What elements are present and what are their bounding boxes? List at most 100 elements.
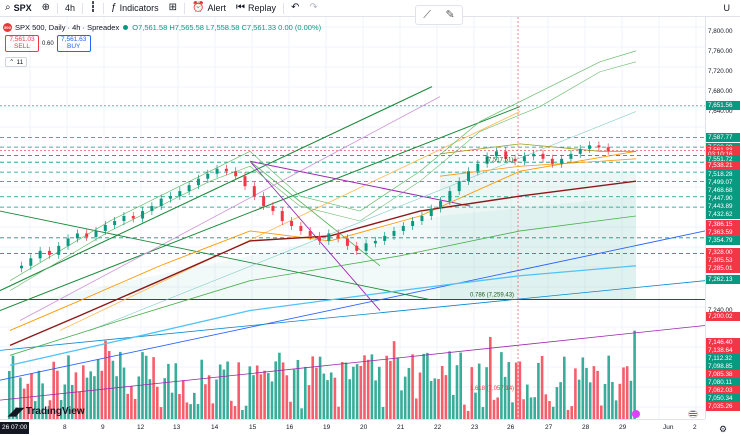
templates-button[interactable]: ⊞ xyxy=(164,0,182,17)
candle-body xyxy=(187,185,191,192)
symbol-search[interactable]: ⌕ SPX xyxy=(0,0,37,17)
volume-bar xyxy=(466,410,470,419)
alert-button[interactable]: ⏰ Alert xyxy=(187,0,231,17)
volume-bar xyxy=(263,370,266,419)
candle-body xyxy=(122,216,126,221)
price-axis-label: 7,800.00 xyxy=(708,27,733,35)
volume-bar xyxy=(355,364,359,419)
price-chart-canvas[interactable]: 0.786 (7,259.43) 1.618 (7,057.14) (7,517.5… xyxy=(0,17,705,419)
legend-ohlc: O7,561.58 H7,565.58 L7,558.58 C7,561.33 … xyxy=(132,22,322,32)
indicators-collapse-toggle[interactable]: ⌃ 11 xyxy=(5,57,28,67)
price-axis-label: 7,640.00 xyxy=(708,107,733,115)
candle-body xyxy=(513,158,517,162)
volume-bar xyxy=(437,379,440,419)
volume-bar xyxy=(514,362,518,419)
volume-bar xyxy=(452,394,455,419)
alert-label: Alert xyxy=(207,3,227,13)
price-level-tag: 7,363.59 xyxy=(706,228,740,238)
candle-body xyxy=(448,191,452,202)
candle-body xyxy=(206,173,210,179)
settings-gear-icon[interactable]: ⚙ xyxy=(719,424,728,434)
interval-button[interactable]: 4h xyxy=(60,0,80,17)
user-menu-button[interactable]: U xyxy=(723,3,731,13)
trend-line-icon[interactable]: ⟋ xyxy=(423,8,431,21)
volume-bar xyxy=(233,406,237,419)
time-axis-label: 14 xyxy=(211,424,219,431)
buy-price: 7,561.63 xyxy=(61,35,87,43)
spread-value: 0.60 xyxy=(42,40,54,47)
price-level-tag: 7,518.28 xyxy=(706,170,740,180)
undo-button[interactable]: ↶ xyxy=(286,0,304,17)
candle-body xyxy=(262,196,266,207)
sell-button[interactable]: 7,561.03 SELL xyxy=(5,35,39,52)
time-axis-label: Jun xyxy=(663,424,674,431)
candle-body xyxy=(401,225,405,231)
volume-bar xyxy=(111,360,115,419)
volume-bar xyxy=(322,373,326,419)
volume-bar xyxy=(315,367,318,419)
volume-bar xyxy=(485,367,488,419)
time-scale[interactable]: 26 07:00 8 9 12 13 14 15 16 19 20 21 22 23 26 27 28 29 J… xyxy=(0,419,705,436)
volume-bar xyxy=(237,362,240,419)
time-axis-label: 20 xyxy=(360,424,368,431)
us-flag-icon xyxy=(688,410,698,418)
replay-button[interactable]: ⏮ Replay xyxy=(231,0,281,17)
price-level-tag: 7,085.38 xyxy=(706,369,740,379)
volume-bar xyxy=(415,398,418,419)
volume-bar xyxy=(167,363,170,419)
price-level-tag: 7,447.90 xyxy=(706,194,740,204)
volume-bar xyxy=(333,377,337,419)
volume-bar xyxy=(104,340,107,419)
volume-bar xyxy=(281,362,285,419)
volume-bar xyxy=(585,367,588,419)
candle-body xyxy=(299,225,303,231)
candle-body xyxy=(308,230,312,236)
price-scale[interactable]: 7,800.00 7,760.00 7,720.00 7,680.00 7,640.00… xyxy=(705,17,740,419)
trade-panel: 7,561.03 SELL 0.60 7,561.63 BUY xyxy=(5,35,91,52)
volume-bar xyxy=(566,410,570,419)
volume-bar xyxy=(592,366,596,419)
volume-bar xyxy=(374,380,377,419)
toolbar-divider xyxy=(184,2,186,14)
candle-body xyxy=(327,233,331,241)
grid-icon: ⊞ xyxy=(168,2,178,13)
candle-body xyxy=(532,153,536,157)
candle-body xyxy=(355,245,359,251)
price-level-tag: 7,050.34 xyxy=(706,393,740,403)
indicators-button[interactable]: ƒ Indicators xyxy=(106,0,164,17)
candle-body xyxy=(159,198,163,207)
redo-button[interactable]: ↷ xyxy=(304,0,322,17)
volume-bar xyxy=(200,359,203,419)
volume-bar xyxy=(11,355,15,419)
volume-bar xyxy=(156,386,159,419)
candle-body xyxy=(169,196,172,199)
candle-body xyxy=(243,176,247,187)
price-level-tag: 7,305.53 xyxy=(706,255,740,265)
compare-button[interactable]: ⊕ xyxy=(37,0,55,17)
candle-body xyxy=(578,148,582,154)
candle-body xyxy=(494,151,498,157)
volume-bar xyxy=(270,381,274,419)
candle-body xyxy=(336,233,340,239)
volume-bar xyxy=(614,400,618,419)
toolbar-divider xyxy=(283,2,285,14)
time-axis-label: 26 xyxy=(507,424,515,431)
volume-bar xyxy=(348,379,351,419)
buy-button[interactable]: 7,561.63 BUY xyxy=(56,35,91,52)
candle-body xyxy=(504,151,508,159)
chart-type-button[interactable]: ┇ xyxy=(85,0,101,17)
brush-icon[interactable]: ✎ xyxy=(445,8,455,21)
volume-bar xyxy=(329,372,333,419)
volume-bar xyxy=(429,380,433,419)
indicator-count: 11 xyxy=(16,58,24,66)
lightning-icon[interactable] xyxy=(632,410,640,418)
time-axis-label: 21 xyxy=(397,424,405,431)
volume-bar xyxy=(119,351,122,419)
candle-body xyxy=(588,145,592,149)
legend-title[interactable]: SPX 500, Daily · 4h · Spreadex xyxy=(15,22,120,32)
volume-bar xyxy=(385,355,388,419)
volume-bar xyxy=(418,372,422,419)
volume-bar xyxy=(411,354,414,419)
volume-bar xyxy=(326,380,329,419)
moving-average-orange xyxy=(9,150,637,331)
